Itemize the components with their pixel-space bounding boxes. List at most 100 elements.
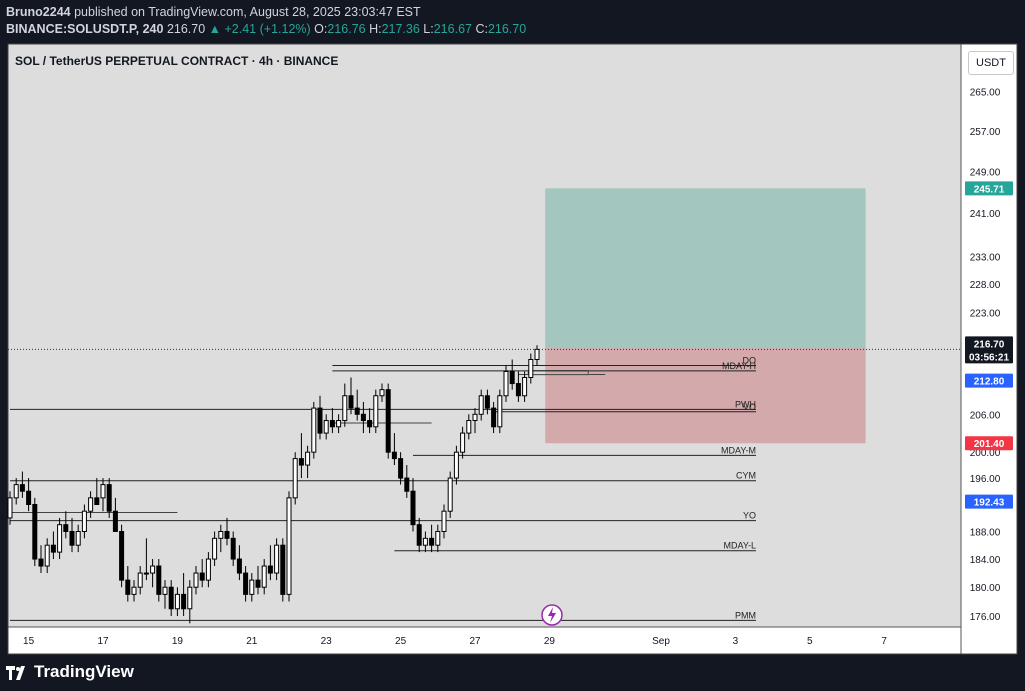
close-value: 216.70 (487, 22, 527, 36)
price-badge-label: 216.70 (974, 339, 1005, 350)
candle-body (398, 458, 404, 479)
candle-body (63, 524, 69, 532)
y-tick-label: 241.00 (970, 209, 1001, 220)
tradingview-wordmark: TradingView (34, 662, 134, 681)
y-tick-label: 184.00 (970, 555, 1001, 566)
candle-body (249, 579, 255, 595)
candle-body (286, 497, 292, 595)
level-label: YO (743, 511, 756, 521)
candle-body (497, 395, 503, 428)
candle-body (367, 420, 373, 428)
currency-button[interactable]: USDT (968, 51, 1014, 75)
candle-body (466, 420, 472, 434)
candle-body (143, 572, 149, 575)
price-badge-label: 245.71 (974, 184, 1005, 195)
candle-body (379, 389, 385, 397)
published-text: published on TradingView.com, August 28,… (74, 5, 421, 19)
candle-body (261, 565, 267, 588)
y-tick-label: 188.00 (970, 527, 1001, 538)
candle-body (224, 530, 230, 539)
candle-body (205, 558, 211, 581)
candle-body (57, 524, 63, 553)
time-axis (8, 627, 961, 654)
price-badge (965, 494, 1013, 509)
candle-body (13, 484, 19, 499)
candle-body (19, 484, 25, 492)
candle-body (280, 544, 286, 595)
y-tick-label: 233.00 (970, 252, 1001, 263)
candle-body (38, 558, 44, 567)
candle-body (305, 451, 311, 466)
y-tick-label: 176.00 (970, 612, 1001, 623)
price-badge (965, 181, 1013, 196)
high-value: 217.36 (381, 22, 420, 36)
candle-body (323, 420, 329, 434)
price-badge-label: 201.40 (974, 439, 1005, 450)
price-badge-label: 192.43 (974, 498, 1005, 509)
candle-body (453, 451, 459, 479)
x-tick-label: 29 (544, 636, 556, 647)
candle-body (311, 407, 317, 453)
level-label: MDAY-H (722, 361, 756, 371)
candle-body (131, 586, 137, 595)
candle-body (230, 537, 236, 560)
high-label: H: (369, 22, 382, 36)
candle-body (255, 579, 261, 588)
candle-body (69, 530, 75, 546)
candle-body (491, 407, 497, 428)
candle-body (410, 490, 416, 526)
low-value: 216.67 (433, 22, 472, 36)
symbol-line: BINANCE:SOLUSDT.P, 240 216.70 ▲ +2.41 (+… (6, 22, 526, 36)
stop-zone (545, 348, 866, 444)
publisher-name[interactable]: Bruno2244 (6, 5, 71, 19)
level-label: PWH (735, 399, 756, 409)
price-badge-label: 03:56:21 (969, 352, 1009, 363)
candle-body (236, 558, 242, 574)
price-badge-label: 212.80 (974, 377, 1005, 388)
level-label: CYM (736, 471, 756, 481)
x-tick-label: 17 (97, 636, 109, 647)
level-label: PMM (735, 610, 756, 620)
y-tick-label: 257.00 (970, 127, 1001, 138)
y-tick-label: 200.00 (970, 448, 1001, 459)
candle-body (32, 504, 38, 560)
candle-body (7, 497, 13, 519)
candle-body (168, 586, 174, 610)
candle-body (404, 477, 410, 492)
candle-body (416, 524, 422, 546)
x-tick-label: 25 (395, 636, 407, 647)
candle-body (460, 432, 466, 453)
candle-body (298, 458, 304, 466)
candle-body (528, 358, 534, 378)
tradingview-logo[interactable]: TradingView (6, 662, 134, 682)
price-badge (965, 349, 1013, 364)
candle-body (44, 544, 50, 567)
y-tick-label: 180.00 (970, 583, 1001, 594)
y-tick-label: 228.00 (970, 280, 1001, 291)
close-label: C: (475, 22, 488, 36)
candle-body (515, 383, 521, 397)
candle-body (199, 572, 205, 581)
level-label: DO (743, 355, 757, 365)
candle-body (472, 413, 478, 422)
x-tick-label: Sep (652, 636, 670, 647)
y-tick-label: 249.00 (970, 167, 1001, 178)
candle-body (162, 586, 168, 595)
candle-body (509, 370, 515, 385)
candle-body (348, 395, 354, 409)
candle-body (336, 420, 342, 428)
x-tick-label: 7 (881, 636, 887, 647)
candle-body (534, 348, 540, 360)
candle-body (212, 537, 218, 560)
price-badge (965, 436, 1013, 451)
symbol-name: BINANCE:SOLUSDT.P, 240 (6, 22, 164, 36)
x-tick-label: 23 (321, 636, 333, 647)
candle-body (243, 572, 249, 595)
publish-line: Bruno2244 published on TradingView.com, … (6, 5, 421, 19)
open-label: O: (314, 22, 328, 36)
candle-body (88, 497, 94, 512)
candle-body (137, 572, 143, 588)
x-tick-label: 19 (172, 636, 184, 647)
level-label: MDAY-M (721, 445, 756, 455)
